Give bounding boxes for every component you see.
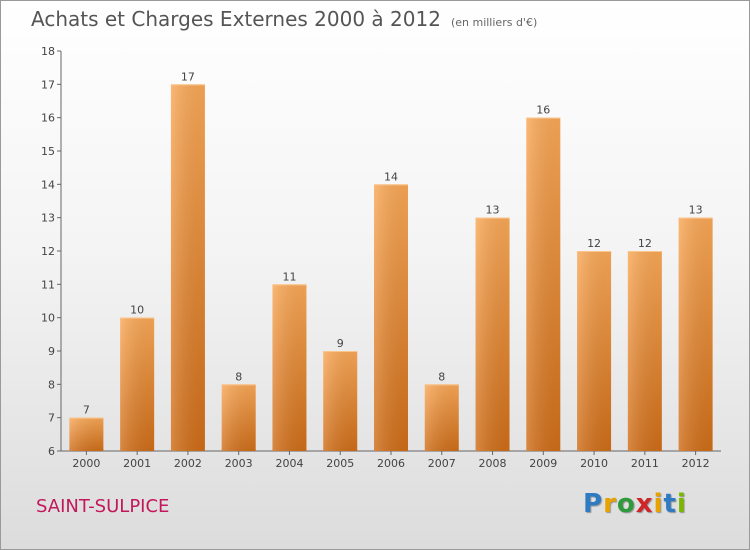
x-tick-label: 2003 — [225, 457, 253, 470]
bar-2009 — [526, 117, 561, 452]
commune-name: SAINT-SULPICE — [36, 496, 170, 517]
logo-letter: t — [663, 489, 677, 519]
bars-group — [69, 84, 713, 452]
bar-2003 — [221, 384, 256, 451]
logo-letter: i — [653, 489, 664, 519]
x-tick-label: 2008 — [479, 457, 507, 470]
bar-2004 — [272, 284, 307, 451]
y-tick-label: 13 — [41, 212, 55, 225]
bar-shine — [627, 251, 662, 451]
data-label: 8 — [438, 370, 445, 383]
x-tick-label: 2004 — [275, 457, 303, 470]
proxiti-logo: Proxiti — [583, 489, 687, 519]
bar-shine — [424, 384, 459, 451]
data-label: 13 — [486, 204, 500, 217]
y-tick-label: 8 — [48, 378, 55, 391]
x-tick-label: 2010 — [580, 457, 608, 470]
x-tick-label: 2000 — [72, 457, 100, 470]
logo-letter: P — [583, 489, 604, 519]
y-tick-label: 17 — [41, 78, 55, 91]
y-tick-label: 14 — [41, 178, 55, 191]
bar-2010 — [577, 251, 612, 451]
chart-title: Achats et Charges Externes 2000 à 2012 (e… — [31, 7, 537, 31]
y-tick-label: 11 — [41, 278, 55, 291]
bar-2012 — [678, 217, 713, 451]
bar-shine — [272, 284, 307, 451]
bar-2000 — [69, 417, 104, 451]
y-tick-label: 15 — [41, 145, 55, 158]
bar-shine — [120, 317, 155, 451]
bar-shine — [323, 351, 358, 451]
x-tick-label: 2005 — [326, 457, 354, 470]
logo-letter: i — [676, 489, 687, 519]
bar-shine — [170, 84, 205, 451]
data-label: 9 — [337, 337, 344, 350]
data-label: 12 — [638, 237, 652, 250]
bar-shine — [526, 117, 561, 452]
chart-unit: (en milliers d'€) — [450, 16, 538, 29]
bar-2008 — [475, 217, 510, 451]
bar-2011 — [627, 251, 662, 451]
y-tick-label: 16 — [41, 112, 55, 125]
x-tick-label: 2007 — [428, 457, 456, 470]
bar-shine — [475, 217, 510, 451]
data-label: 10 — [130, 304, 144, 317]
data-label: 12 — [587, 237, 601, 250]
x-tick-label: 2006 — [377, 457, 405, 470]
bar-2005 — [323, 351, 358, 451]
bar-shine — [374, 184, 408, 452]
logo-letter: o — [616, 489, 636, 519]
bar-2006 — [374, 184, 408, 452]
bar-shine — [69, 417, 104, 451]
data-label: 8 — [235, 370, 242, 383]
y-tick-label: 9 — [48, 345, 55, 358]
bar-2001 — [120, 317, 155, 451]
data-label: 11 — [282, 270, 296, 283]
y-tick-label: 18 — [41, 45, 55, 58]
chart-title-text: Achats et Charges Externes 2000 à 2012 — [31, 7, 441, 31]
bar-shine — [678, 217, 713, 451]
logo-letter: r — [603, 489, 617, 519]
data-label: 14 — [384, 170, 398, 183]
x-tick-label: 2001 — [123, 457, 151, 470]
data-label: 13 — [689, 204, 703, 217]
x-tick-label: 2011 — [631, 457, 659, 470]
y-tick-label: 12 — [41, 245, 55, 258]
labels-group: 2000 7 2001 10 2002 17 2003 8 2004 11 2005 9 2006 14 2… — [72, 70, 709, 470]
x-tick-label: 2002 — [174, 457, 202, 470]
bar-2007 — [424, 384, 459, 451]
x-tick-label: 2009 — [529, 457, 557, 470]
bar-shine — [577, 251, 612, 451]
logo-letter: x — [635, 489, 654, 519]
bar-2002 — [170, 84, 205, 451]
data-label: 16 — [536, 104, 550, 117]
x-tick-label: 2012 — [682, 457, 710, 470]
data-label: 17 — [181, 70, 195, 83]
bar-shine — [221, 384, 256, 451]
y-tick-label: 7 — [48, 412, 55, 425]
y-tick-label: 10 — [41, 312, 55, 325]
data-label: 7 — [83, 404, 90, 417]
y-tick-label: 6 — [48, 445, 55, 458]
